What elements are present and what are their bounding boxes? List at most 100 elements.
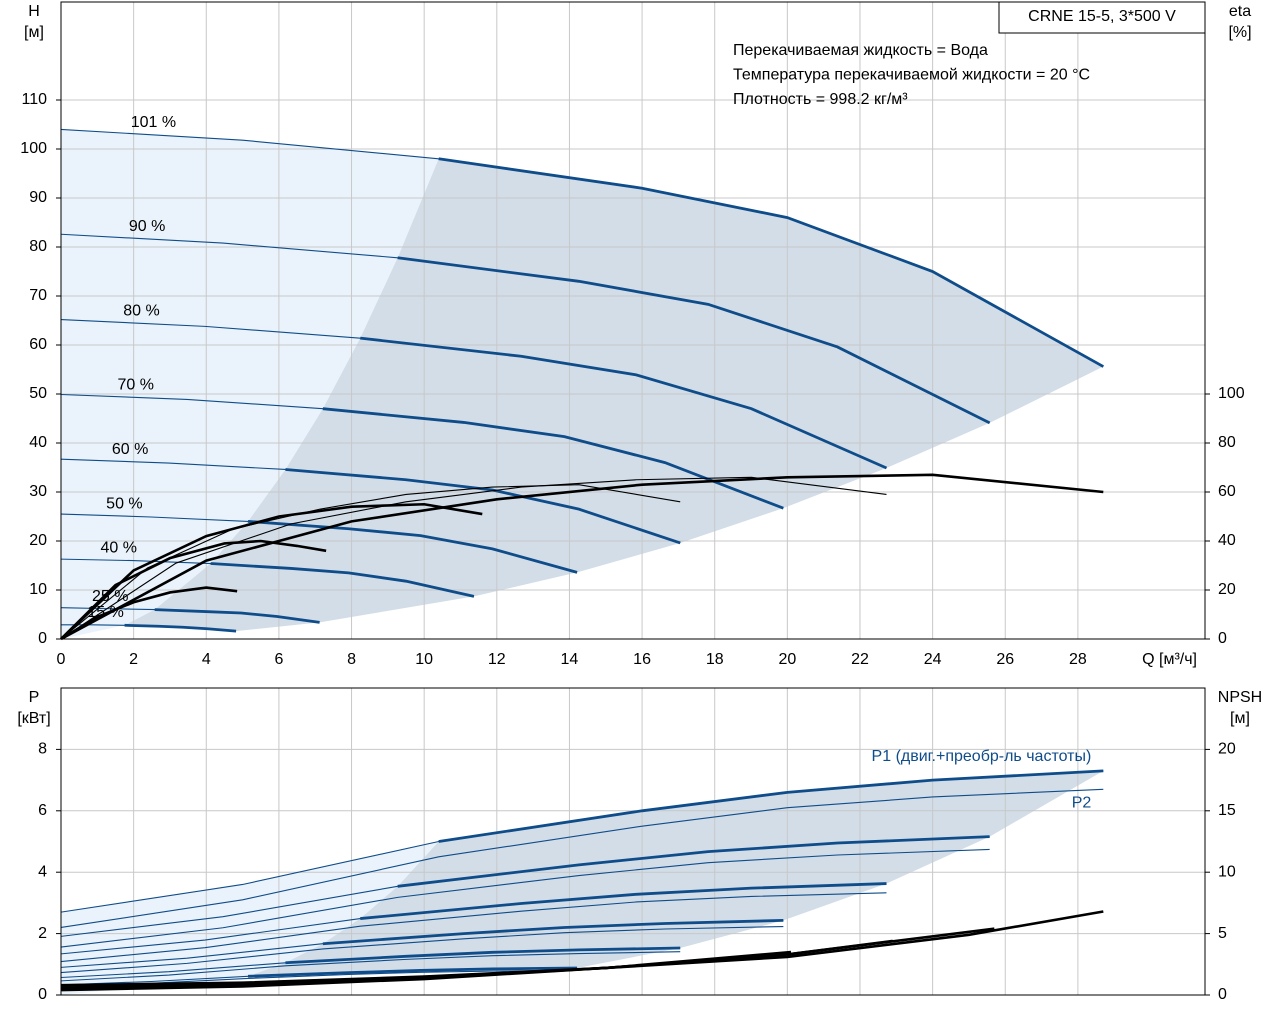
- y2-axis-unit: [%]: [1228, 24, 1251, 41]
- x-axis-label: Q [м³/ч]: [1142, 651, 1197, 668]
- curve-operating-range: [360, 336, 888, 470]
- y-tick-label: 8: [38, 741, 47, 758]
- x-tick-label: 28: [1069, 651, 1087, 668]
- y2-tick-label: 60: [1218, 483, 1236, 500]
- curve-label: 80 %: [123, 303, 159, 320]
- curve-operating-range: [154, 608, 320, 624]
- curve-operating-range: [322, 918, 784, 946]
- y-tick-label: 4: [38, 863, 47, 880]
- curve-label: 70 %: [118, 377, 154, 394]
- plot-frame: [60, 1, 1206, 640]
- curve-label: 25 %: [92, 588, 128, 605]
- y2-tick-label: 20: [1218, 581, 1236, 598]
- curve: [60, 892, 887, 963]
- secondary-curve: [60, 476, 887, 640]
- x-tick-label: 24: [924, 651, 942, 668]
- y2-tick-label: 80: [1218, 434, 1236, 451]
- curve-operating-range: [285, 468, 681, 545]
- y-tick-label: 90: [29, 189, 47, 206]
- y2-axis-unit: [м]: [1230, 710, 1250, 727]
- curve-label: 50 %: [106, 495, 142, 512]
- low-flow-area: [61, 841, 439, 995]
- x-tick-label: 26: [996, 651, 1014, 668]
- y-tick-label: 80: [29, 238, 47, 255]
- y-tick-label: 0: [38, 986, 47, 1003]
- chart-title: CRNE 15-5, 3*500 V: [1028, 8, 1176, 25]
- y-tick-label: 110: [21, 91, 47, 108]
- title-box: [998, 1, 1206, 34]
- y-axis-label: P: [29, 689, 40, 706]
- curve-operating-range: [397, 256, 991, 425]
- secondary-curve: [60, 473, 1104, 641]
- y-tick-label: 40: [29, 434, 47, 451]
- low-flow-area: [61, 129, 439, 639]
- curve-operating-range: [438, 157, 1104, 368]
- secondary-curve: [60, 586, 238, 641]
- curve-label: 15 %: [87, 604, 123, 621]
- curve: [60, 788, 1104, 929]
- y-axis-label: H: [28, 3, 40, 20]
- operating-area: [124, 158, 1104, 632]
- secondary-curve: [60, 950, 792, 992]
- y2-axis-label: eta: [1229, 3, 1251, 20]
- curve-operating-range: [397, 835, 990, 888]
- y2-tick-label: 5: [1218, 925, 1227, 942]
- secondary-curve: [60, 539, 327, 640]
- curve-label: 101 %: [131, 114, 176, 131]
- annotation: Плотность = 998.2 кг/м³: [733, 91, 908, 108]
- curve-label: 60 %: [112, 441, 148, 458]
- secondary-curve: [60, 502, 483, 640]
- curve-label: P1 (двиг.+преобр-ль частоты): [872, 748, 1092, 765]
- y2-tick-label: 10: [1218, 863, 1236, 880]
- curve-operating-range: [285, 946, 681, 965]
- y-tick-label: 0: [38, 630, 47, 647]
- y-tick-label: 30: [29, 483, 47, 500]
- x-tick-label: 2: [129, 651, 138, 668]
- y-tick-label: 50: [29, 385, 47, 402]
- x-tick-label: 0: [57, 651, 66, 668]
- curve: [60, 848, 990, 948]
- y-tick-label: 6: [38, 802, 47, 819]
- curve-operating-range: [247, 520, 578, 574]
- annotation: Температура перекачиваемой жидкости = 20…: [733, 67, 1090, 84]
- y2-tick-label: 100: [1218, 385, 1245, 402]
- x-tick-label: 12: [488, 651, 506, 668]
- x-tick-label: 16: [633, 651, 651, 668]
- x-tick-label: 18: [706, 651, 724, 668]
- operating-area: [248, 770, 1104, 977]
- curve-operating-range: [210, 562, 475, 598]
- plot-frame: [60, 687, 1206, 996]
- y2-tick-label: 40: [1218, 532, 1236, 549]
- y2-tick-label: 20: [1218, 741, 1236, 758]
- x-tick-label: 14: [561, 651, 579, 668]
- y2-tick-label: 0: [1218, 630, 1227, 647]
- y-axis-unit: [кВт]: [17, 710, 50, 727]
- curve-operating-range: [124, 623, 237, 633]
- annotation: Перекачиваемая жидкость = Вода: [733, 42, 988, 59]
- x-tick-label: 6: [274, 651, 283, 668]
- y-tick-label: 2: [38, 925, 47, 942]
- x-tick-label: 4: [202, 651, 211, 668]
- y-tick-label: 100: [20, 140, 47, 157]
- y-axis-unit: [м]: [24, 24, 44, 41]
- y2-tick-label: 0: [1218, 986, 1227, 1003]
- x-tick-label: 22: [851, 651, 869, 668]
- curve-operating-range: [438, 769, 1104, 843]
- curve-label: 40 %: [101, 540, 137, 557]
- curve-label: P2: [1072, 795, 1092, 812]
- x-tick-label: 8: [347, 651, 356, 668]
- y2-axis-label: NPSH: [1218, 689, 1262, 706]
- curve: [60, 951, 681, 982]
- x-tick-label: 10: [415, 651, 433, 668]
- y-tick-label: 20: [29, 532, 47, 549]
- y-tick-label: 10: [29, 581, 47, 598]
- curve-operating-range: [360, 882, 887, 920]
- x-tick-label: 20: [778, 651, 796, 668]
- curve-label: 90 %: [129, 218, 165, 235]
- y-tick-label: 60: [29, 336, 47, 353]
- y-tick-label: 70: [29, 287, 47, 304]
- y2-tick-label: 15: [1218, 802, 1236, 819]
- curve: [60, 925, 784, 974]
- curve-operating-range: [247, 966, 578, 978]
